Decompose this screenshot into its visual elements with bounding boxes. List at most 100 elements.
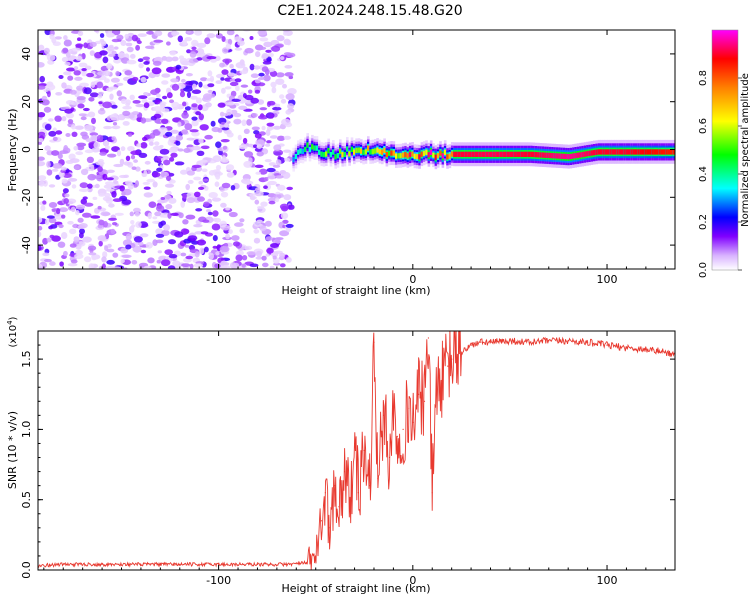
spectrogram-noise-cell [230, 185, 236, 191]
spectrogram-noise-cell [182, 101, 187, 107]
spectrogram-noise-cell [134, 212, 140, 217]
spectrogram-noise-cell [125, 42, 133, 47]
spectrogram-noise-cell [69, 243, 77, 248]
spectrogram-noise-cell [110, 77, 120, 83]
spectrogram-noise-cell [89, 50, 95, 56]
spectrogram-signal-cell [607, 149, 610, 155]
spectrogram-signal-cell [378, 148, 382, 155]
spectrogram-noise-cell [226, 172, 235, 178]
spectrogram-signal-cell [541, 152, 545, 158]
spectrogram-noise-cell [124, 70, 133, 76]
spectrogram-noise-cell [109, 93, 114, 100]
spectrogram-noise-cell [44, 145, 51, 151]
spectrogram-noise-cell [265, 49, 272, 53]
spectrogram-noise-cell [102, 140, 110, 147]
spectrogram-noise-cell [180, 252, 187, 257]
spectrogram-noise-cell [85, 138, 94, 143]
spectrogram-signal-cell [364, 149, 368, 155]
spectrogram-signal-cell [408, 151, 412, 158]
spectrogram-noise-cell [194, 191, 201, 198]
spectrogram-noise-cell [287, 103, 295, 110]
spectrogram-signal-cell [369, 149, 372, 155]
spectrogram-noise-cell [195, 111, 202, 116]
spectrogram-noise-cell [177, 35, 183, 43]
spectrogram-signal-cell [653, 149, 657, 155]
spectrogram-noise-cell [237, 40, 245, 46]
spectrogram-noise-cell [198, 138, 204, 144]
spectrogram-noise-cell [44, 30, 52, 36]
spectrogram-noise-cell [116, 149, 122, 157]
spectrogram-noise-cell [111, 190, 117, 198]
spectrogram-noise-cell [91, 255, 97, 261]
snr-data-point [402, 428, 404, 430]
spectrogram-noise-cell [140, 76, 147, 83]
spectrogram-signal-cell [446, 154, 449, 160]
spectrogram-noise-cell [211, 197, 222, 202]
spectrogram-noise-cell [76, 85, 84, 91]
spectrogram-noise-cell [70, 259, 78, 264]
spectrogram-signal-cell [539, 152, 542, 158]
spectrogram-noise-cell [160, 171, 165, 178]
spectrogram-noise-cell [62, 173, 72, 178]
snr-data-point [587, 341, 589, 343]
spectrogram-noise-cell [146, 67, 150, 72]
spectrogram-noise-cell [177, 148, 184, 152]
spectrogram-noise-cell [249, 263, 259, 268]
spectrogram-signal-cell [404, 152, 407, 158]
spectrogram-noise-cell [153, 39, 164, 43]
spectrogram-noise-cell [287, 88, 297, 95]
spectrogram-noise-cell [78, 62, 88, 68]
spectrogram-noise-cell [266, 140, 272, 144]
spectrogram-signal-cell [534, 152, 538, 158]
spectrogram-noise-cell [99, 50, 108, 56]
spectrogram-noise-cell [212, 210, 219, 217]
spectrogram-signal-cell [469, 151, 473, 157]
spectrogram-noise-cell [48, 225, 54, 230]
spectrogram-noise-cell [224, 122, 229, 128]
spectrogram-signal-cell [492, 151, 496, 157]
spectrogram-noise-cell [73, 66, 79, 71]
spectrogram-signal-cell [497, 151, 501, 157]
spectrogram-noise-cell [255, 82, 266, 87]
spectrogram-noise-cell [208, 170, 216, 176]
spectrogram-noise-cell [142, 136, 148, 142]
spectrogram-noise-cell [216, 73, 225, 79]
spectrogram-noise-cell [62, 47, 69, 54]
spectrogram-signal-cell [658, 149, 661, 155]
spectrogram-noise-cell [115, 70, 120, 77]
colorbar-tick-label: 0.4 [698, 166, 709, 182]
spectrogram-noise-cell [214, 217, 221, 223]
spectrogram-noise-cell [267, 197, 277, 202]
spectrogram-noise-cell [114, 212, 124, 216]
spectrogram-noise-cell [73, 146, 79, 151]
spectrogram-noise-cell [156, 167, 163, 172]
spectrogram-signal-cell [339, 148, 342, 154]
spectrogram-noise-cell [192, 83, 197, 91]
spectrogram-noise-cell [206, 33, 216, 39]
spectrogram-noise-cell [206, 78, 214, 82]
spectrogram-noise-cell [239, 70, 248, 75]
spectrogram-noise-cell [116, 82, 124, 86]
spectrogram-signal-cell [443, 149, 447, 155]
spectrogram-noise-cell [275, 175, 284, 179]
spectrogram-noise-cell [182, 193, 188, 199]
spectrogram-noise-cell [42, 200, 47, 205]
spectrogram-noise-cell [46, 215, 55, 219]
spectrogram-noise-cell [126, 46, 134, 53]
spectrogram-noise-cell [91, 134, 98, 142]
spectrogram-noise-cell [140, 249, 147, 254]
spectrogram-noise-cell [146, 30, 154, 35]
spectrogram-y-tick-label: -40 [20, 236, 33, 254]
spectrogram-noise-cell [75, 151, 84, 156]
spectrogram-noise-cell [187, 235, 198, 242]
colorbar-frame [711, 29, 739, 271]
spectrogram-noise-cell [156, 259, 161, 264]
spectrogram-signal-cell [467, 151, 470, 157]
spectrogram-noise-cell [225, 43, 231, 50]
spectrogram-noise-cell [255, 51, 261, 58]
spectrogram-x-tick-label: 0 [409, 273, 416, 286]
spectrogram-signal-cell [434, 154, 438, 160]
spectrogram-noise-cell [54, 213, 63, 220]
spectrogram-noise-cell [167, 212, 172, 219]
spectrogram-noise-cell [203, 201, 210, 207]
